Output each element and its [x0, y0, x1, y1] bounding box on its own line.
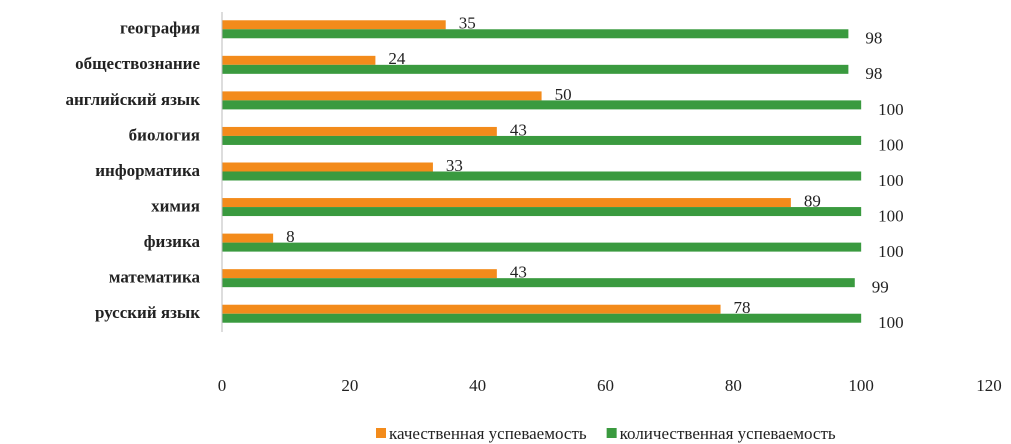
data-label: 35: [459, 14, 476, 33]
y-tick-label: биология: [129, 125, 200, 144]
data-label: 99: [872, 278, 889, 297]
x-tick-label: 0: [218, 376, 227, 395]
y-tick-label: обществознание: [75, 54, 200, 73]
data-label: 50: [555, 85, 572, 104]
bar: [222, 198, 791, 208]
bar: [222, 207, 862, 217]
data-label: 100: [878, 135, 904, 154]
data-label: 100: [878, 313, 904, 332]
bar: [222, 91, 542, 101]
data-label: 78: [734, 298, 751, 317]
data-label: 100: [878, 171, 904, 190]
data-label: 100: [878, 206, 904, 225]
x-tick-label: 120: [976, 376, 1002, 395]
bar: [222, 126, 497, 136]
bar: [222, 313, 862, 323]
data-label: 98: [865, 64, 882, 83]
legend-swatch: [376, 428, 386, 438]
y-tick-label: математика: [109, 268, 201, 287]
x-tick-label: 60: [597, 376, 614, 395]
y-tick-label: английский язык: [65, 90, 200, 109]
bar: [222, 269, 497, 279]
data-label: 89: [804, 191, 821, 210]
y-tick-label: химия: [151, 196, 200, 215]
data-label: 100: [878, 100, 904, 119]
bar: [222, 29, 849, 39]
data-label: 33: [446, 156, 463, 175]
bar: [222, 55, 376, 65]
bar: [222, 20, 446, 30]
bar: [222, 171, 862, 181]
bar: [222, 304, 721, 314]
y-tick-label: русский язык: [95, 303, 200, 322]
data-label: 43: [510, 120, 527, 139]
data-label: 98: [865, 29, 882, 48]
y-tick-label: география: [120, 19, 200, 38]
y-tick-label: информатика: [95, 161, 200, 180]
legend-label: качественная успеваемость: [389, 424, 587, 443]
bar: [222, 233, 274, 243]
legend-swatch: [606, 428, 617, 438]
data-label: 43: [510, 263, 527, 282]
y-tick-label: физика: [144, 232, 201, 251]
x-tick-label: 40: [469, 376, 486, 395]
x-tick-label: 80: [725, 376, 742, 395]
bar: [222, 100, 862, 110]
bar: [222, 162, 433, 172]
bar: [222, 242, 862, 252]
data-label: 8: [286, 227, 295, 246]
x-tick-label: 20: [341, 376, 358, 395]
bar: [222, 135, 862, 145]
data-label: 100: [878, 242, 904, 261]
bar: [222, 278, 855, 288]
legend-label: количественная успеваемость: [620, 424, 836, 443]
x-tick-label: 100: [848, 376, 874, 395]
data-label: 24: [388, 49, 406, 68]
bar: [222, 64, 849, 74]
